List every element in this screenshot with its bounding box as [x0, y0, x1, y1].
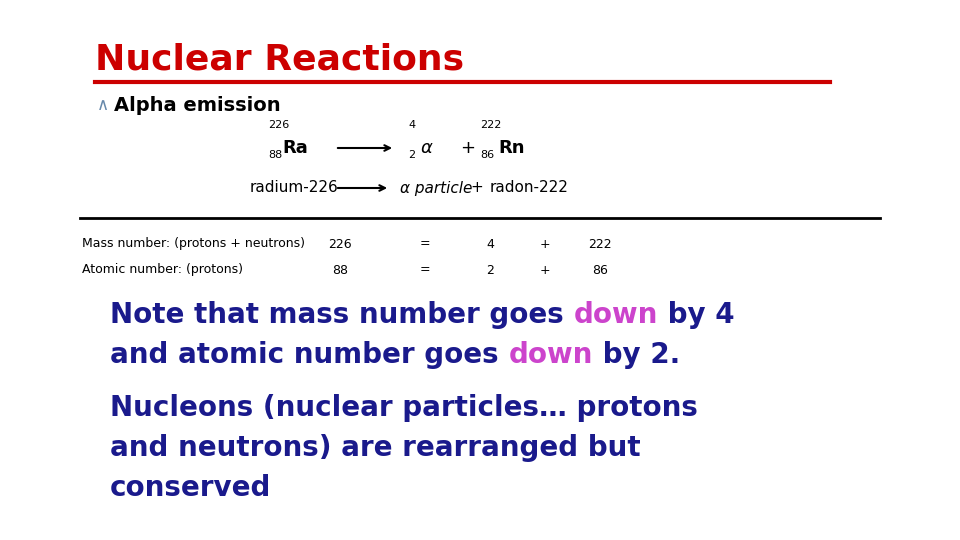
Text: down: down: [573, 301, 658, 329]
Text: Alpha emission: Alpha emission: [114, 96, 280, 115]
Text: radium-226: radium-226: [250, 180, 339, 195]
Text: 222: 222: [480, 120, 501, 130]
Text: radon-222: radon-222: [490, 180, 569, 195]
Text: conserved: conserved: [110, 474, 272, 502]
Text: and neutrons) are rearranged but: and neutrons) are rearranged but: [110, 434, 640, 462]
Text: +: +: [540, 264, 550, 276]
Text: 2: 2: [408, 150, 415, 160]
Text: =: =: [420, 264, 430, 276]
Text: Nucleons (nuclear particles… protons: Nucleons (nuclear particles… protons: [110, 394, 698, 422]
Text: 2: 2: [486, 264, 494, 276]
Text: +: +: [540, 238, 550, 251]
Text: 4: 4: [486, 238, 494, 251]
Text: Rn: Rn: [498, 139, 524, 157]
Text: by 4: by 4: [658, 301, 734, 329]
Text: down: down: [508, 341, 592, 369]
Text: and atomic number goes: and atomic number goes: [110, 341, 508, 369]
Text: Nuclear Reactions: Nuclear Reactions: [95, 42, 464, 76]
Text: =: =: [420, 238, 430, 251]
Text: 222: 222: [588, 238, 612, 251]
Text: 88: 88: [268, 150, 282, 160]
Text: 226: 226: [268, 120, 289, 130]
Text: Mass number: (protons + neutrons): Mass number: (protons + neutrons): [82, 238, 305, 251]
Text: 86: 86: [480, 150, 494, 160]
Text: α particle: α particle: [400, 180, 472, 195]
Text: 226: 226: [328, 238, 351, 251]
Text: α: α: [420, 139, 432, 157]
Text: 86: 86: [592, 264, 608, 276]
Text: Note that mass number goes: Note that mass number goes: [110, 301, 573, 329]
Text: 4: 4: [408, 120, 415, 130]
Text: ∧: ∧: [97, 96, 109, 114]
Text: +: +: [460, 139, 475, 157]
Text: by 2.: by 2.: [592, 341, 680, 369]
Text: Ra: Ra: [282, 139, 308, 157]
Text: Atomic number: (protons): Atomic number: (protons): [82, 264, 243, 276]
Text: +: +: [470, 180, 483, 195]
Text: 88: 88: [332, 264, 348, 276]
